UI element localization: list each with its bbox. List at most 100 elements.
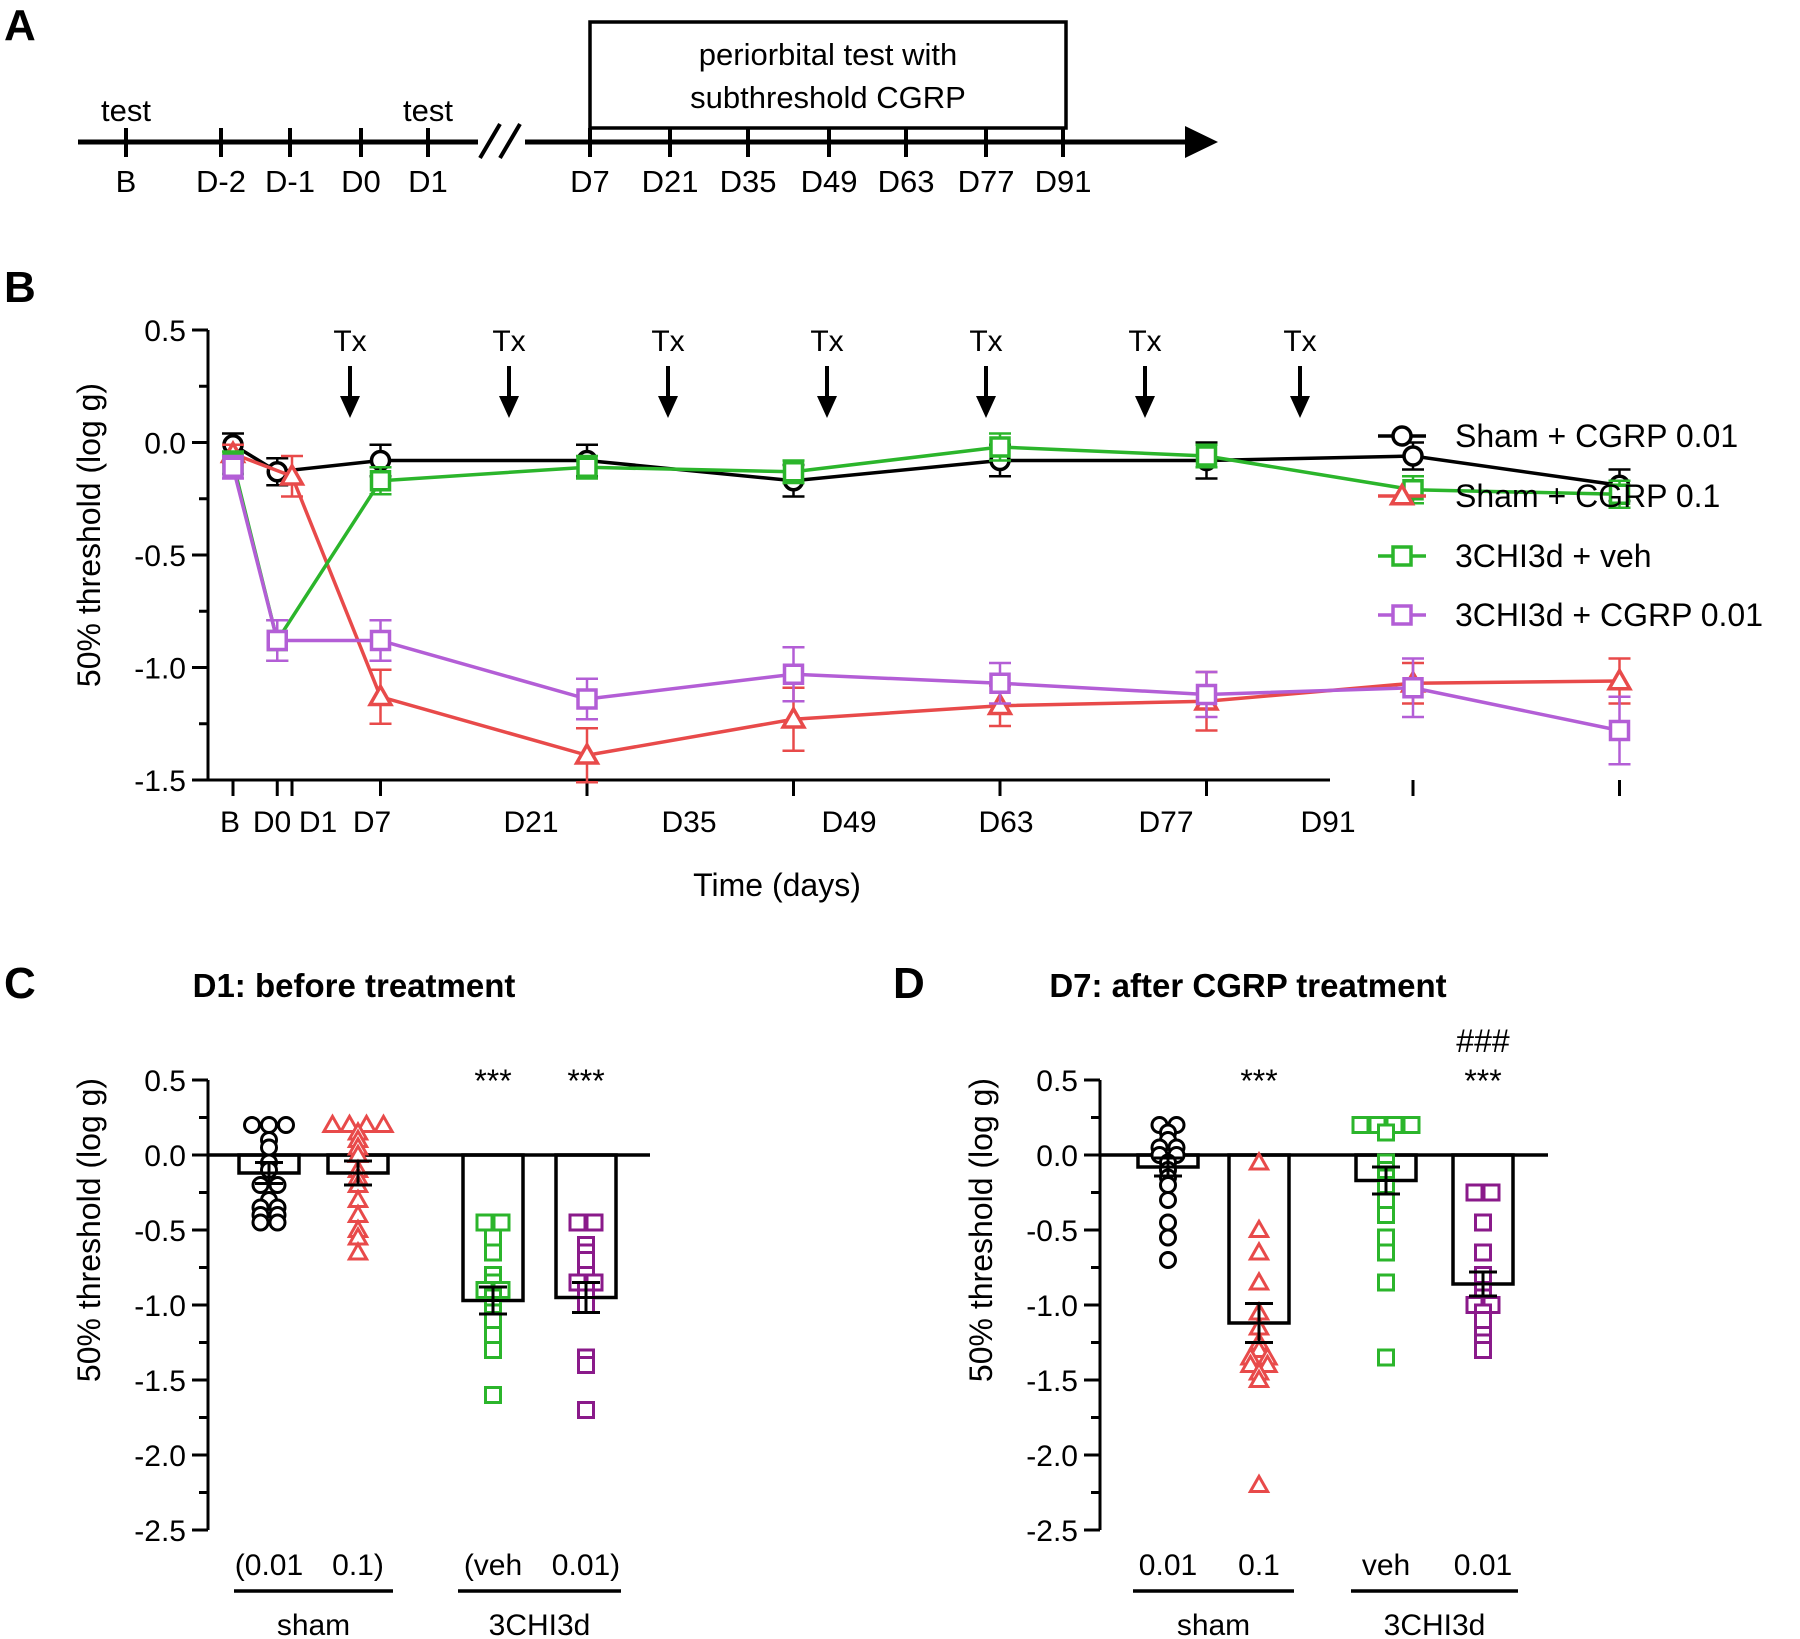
data-point (1608, 719, 1631, 742)
scatter-point (1402, 1116, 1421, 1134)
y-tick-label: 0.0 (144, 428, 186, 461)
treatment-label: Tx (1128, 325, 1161, 358)
data-point (369, 629, 392, 652)
bar-chart-d-title: D7: after CGRP treatment (1049, 967, 1446, 1004)
x-tick-label: D21 (503, 806, 558, 839)
y-tick-label: 0.0 (144, 1140, 186, 1173)
bar-chart-c-plot: 0.5 0.0 -0.5 -1.0 -1.5 -2.0 -2.5 *** *** (0.01 0.1… (134, 1063, 650, 1639)
legend-marker (1388, 482, 1416, 506)
treatment-arrowhead (1290, 396, 1310, 418)
scatter-point (1159, 1228, 1177, 1247)
scatter-point (1159, 1213, 1177, 1232)
scatter-point (1377, 1228, 1395, 1247)
scatter-point (260, 1138, 278, 1157)
panel-letter-c: C (4, 959, 36, 1008)
x-tick-label: D77 (1138, 806, 1193, 839)
scatter-point (1159, 1191, 1177, 1209)
category-label: (veh (464, 1549, 522, 1582)
timeline-tick-label: D-2 (196, 164, 246, 199)
timeline-tick-label: D77 (958, 164, 1015, 199)
significance-label-2: ### (1456, 1023, 1510, 1059)
scatter-point (1351, 1116, 1370, 1134)
y-tick-label: 0.0 (1036, 1140, 1078, 1173)
y-tick-label: -1.0 (134, 653, 186, 686)
scatter-point (1247, 1218, 1271, 1238)
timeline-tick-label: D49 (801, 164, 858, 199)
timeline-tick-label: D1 (408, 164, 448, 199)
scatter-point (251, 1213, 270, 1232)
category-label: 0.1) (332, 1549, 384, 1582)
data-point (1195, 683, 1218, 706)
legend-label: Sham + CGRP 0.1 (1455, 478, 1720, 514)
treatment-arrowhead (1135, 396, 1155, 418)
timeline-tick-label: D21 (642, 164, 699, 199)
category-label: veh (1362, 1549, 1410, 1582)
bar (1227, 1153, 1291, 1325)
data-point (266, 629, 288, 652)
data-point (1606, 667, 1633, 691)
scatter-point (1247, 1368, 1271, 1388)
data-point (369, 470, 392, 492)
data-point (1608, 483, 1631, 505)
significance-label: *** (474, 1063, 511, 1099)
y-tick-label: -2.0 (1026, 1440, 1078, 1473)
scatter-point (1377, 1206, 1395, 1224)
treatment-arrowhead (499, 396, 519, 418)
timeline-box-line-2: subthreshold CGRP (690, 80, 966, 115)
y-tick-label: -2.5 (134, 1515, 186, 1548)
scatter-point (1159, 1176, 1177, 1194)
line-chart-ylabel: 50% threshold (log g) (71, 383, 107, 687)
scatter-point (1377, 1348, 1395, 1367)
scatter-point (268, 1213, 287, 1232)
timeline-tick-label: D0 (341, 164, 381, 199)
timeline-test-label-d1: test (403, 93, 453, 128)
scatter-point (1256, 1353, 1279, 1373)
scatter-point (277, 1116, 295, 1134)
data-point (222, 456, 244, 478)
x-tick-label: D91 (1300, 806, 1355, 839)
scatter-point (1465, 1183, 1484, 1202)
data-point (780, 705, 807, 729)
scatter-point (484, 1386, 502, 1404)
scatter-point (1239, 1353, 1262, 1373)
treatment-arrowhead (976, 396, 996, 418)
panel-letter-b: B (4, 263, 36, 312)
category-label: 0.01) (552, 1549, 620, 1582)
timeline-tick-label: D63 (878, 164, 935, 199)
scatter-point (1159, 1251, 1177, 1269)
y-tick-label: -1.5 (134, 765, 186, 798)
scatter-point (1247, 1270, 1271, 1291)
x-tick-label: D1 (299, 806, 337, 839)
data-point (278, 462, 306, 486)
line-chart-panel: 0.5 0.0 -0.5 -1.0 -1.5 B D0 D1 D7 D21 D35 D49 D63 D77… (71, 315, 1763, 903)
scatter-point (577, 1251, 595, 1269)
y-tick-label: -1.5 (134, 1365, 186, 1398)
y-tick-label: -2.5 (1026, 1515, 1078, 1548)
timeline-box-line-1: periorbital test with (699, 37, 957, 72)
data-point (1402, 677, 1424, 699)
treatment-label: Tx (1283, 325, 1316, 358)
timeline-arrowhead (1185, 126, 1218, 158)
line-chart-axes: 0.5 0.0 -0.5 -1.0 -1.5 B D0 D1 D7 D21 D35 D49 D63 D77… (134, 315, 1621, 839)
x-tick-label: D35 (661, 806, 716, 839)
scatter-point (568, 1213, 587, 1232)
y-tick-label: -1.0 (134, 1290, 186, 1323)
y-tick-label: 0.5 (144, 1065, 186, 1098)
x-tick-label: D0 (253, 806, 291, 839)
category-label: 0.01 (1454, 1549, 1512, 1582)
scatter-point (1474, 1243, 1492, 1262)
scatter-point (585, 1213, 604, 1232)
scatter-point (321, 1113, 344, 1133)
data-point (989, 436, 1011, 458)
scatter-point (492, 1213, 511, 1232)
x-tick-label: B (220, 806, 240, 839)
scatter-point (475, 1213, 494, 1232)
data-point (576, 688, 598, 710)
treatment-arrowhead (340, 396, 360, 418)
scatter-point (1377, 1123, 1395, 1142)
category-label: 0.01 (1139, 1549, 1197, 1582)
line-chart-xlabel: Time (days) (693, 867, 861, 903)
group-label: 3CHI3d (1384, 1609, 1486, 1639)
scatter-point (1247, 1338, 1271, 1358)
